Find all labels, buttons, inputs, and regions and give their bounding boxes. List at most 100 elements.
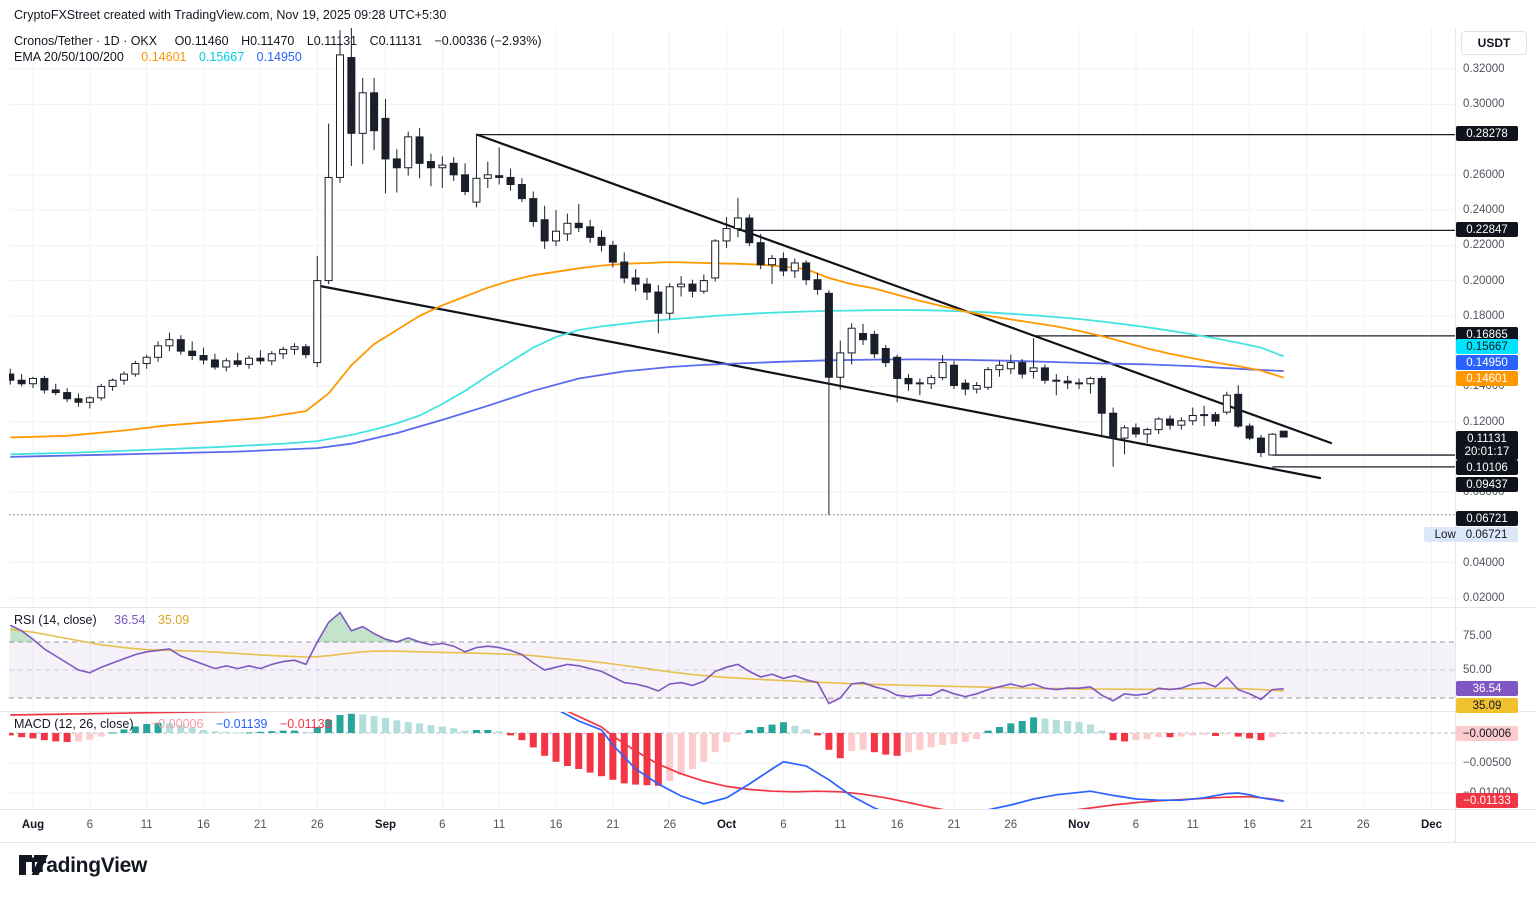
- macd-histogram-bar: [143, 724, 151, 733]
- time-day-label: 21: [253, 819, 267, 831]
- candle: [1245, 423, 1254, 441]
- macd-histogram-bar: [393, 720, 401, 733]
- macd-histogram-bar: [1007, 723, 1015, 733]
- macd-histogram-bar: [1155, 733, 1163, 738]
- candle: [279, 346, 288, 360]
- candle: [961, 379, 970, 396]
- ema20-line: [10, 261, 1284, 439]
- candle: [1166, 415, 1174, 430]
- candle: [677, 276, 686, 297]
- macd-histogram-bar: [188, 727, 196, 733]
- candle: [85, 396, 94, 409]
- macd-histogram-bar: [563, 733, 571, 766]
- ema-legend-label: EMA 20/50/100/200: [14, 50, 124, 64]
- macd-histogram-bar: [63, 733, 71, 742]
- candle: [17, 374, 26, 387]
- candle: [233, 352, 242, 368]
- candle: [1234, 385, 1243, 428]
- macd-histogram-bar: [472, 730, 480, 733]
- candle: [415, 128, 424, 179]
- macd-histogram-bar: [734, 733, 742, 735]
- rsi-tick-label: 50.00: [1463, 664, 1492, 676]
- macd-histogram-bar: [836, 733, 844, 759]
- time-day-label: 6: [780, 819, 787, 831]
- macd-histogram-bar: [768, 724, 776, 733]
- macd-histogram-bar: [802, 729, 810, 733]
- macd-value-badge: −0.01133: [1456, 793, 1518, 808]
- macd-histogram-bar: [1280, 733, 1288, 734]
- macd-histogram-bar: [222, 731, 230, 733]
- candle: [847, 323, 856, 365]
- candle: [949, 360, 958, 390]
- macd-histogram-bar: [688, 733, 696, 769]
- macd-histogram-bar: [859, 733, 867, 750]
- ema50-value: 0.15667: [198, 50, 245, 64]
- low-value: 0.06721: [1465, 528, 1508, 541]
- macd-histogram-bar: [723, 733, 731, 742]
- price-level-badge: 0.28278: [1456, 126, 1518, 141]
- symbol-legend[interactable]: Cronos/Tether · 1D · OKX O0.11460 H0.114…: [14, 34, 550, 48]
- main-price-pane: [9, 28, 1455, 516]
- macd-histogram-bar: [552, 733, 560, 762]
- currency-button[interactable]: USDT: [1461, 31, 1527, 55]
- time-day-label: 21: [606, 819, 620, 831]
- candle: [915, 378, 924, 396]
- macd-histogram-bar: [404, 722, 412, 733]
- candle: [165, 332, 174, 352]
- candle: [711, 239, 720, 282]
- candle: [290, 343, 299, 355]
- pane-separator-main-rsi[interactable]: [0, 607, 1536, 608]
- macd-histogram-bar: [416, 723, 424, 733]
- ohlc-open: O0.11460: [174, 34, 229, 48]
- candle: [495, 147, 504, 185]
- price-tick-label: 0.02000: [1463, 591, 1505, 604]
- tradingview-logo[interactable]: TradingView: [18, 854, 147, 878]
- macd-legend[interactable]: MACD (12, 26, close) −0.00006 −0.01139 −…: [14, 717, 341, 731]
- macd-histogram-bar: [598, 733, 605, 777]
- macd-histogram-bar: [1200, 733, 1208, 735]
- time-day-label: 26: [1356, 819, 1370, 831]
- macd-hist-value: −0.00006: [150, 717, 204, 731]
- ema100-line: [10, 358, 1284, 458]
- macd-histogram-bar: [1109, 733, 1117, 741]
- rsi-legend[interactable]: RSI (14, close) 36.54 35.09: [14, 613, 198, 627]
- candle: [597, 230, 606, 252]
- macd-histogram-bar: [700, 733, 708, 762]
- price-level-badge: 0.06721: [1456, 511, 1518, 526]
- candle: [745, 214, 754, 247]
- macd-histogram-bar: [1234, 733, 1242, 737]
- pane-separator-rsi-macd[interactable]: [0, 711, 1536, 712]
- candle: [392, 149, 401, 193]
- macd-histogram-bar: [927, 733, 935, 748]
- time-month-label: Nov: [1068, 819, 1090, 831]
- candle: [1154, 417, 1163, 435]
- macd-histogram-bar: [1257, 733, 1265, 741]
- time-day-label: 11: [140, 819, 153, 831]
- macd-histogram-bar: [575, 733, 583, 769]
- macd-histogram-bar: [109, 732, 117, 734]
- time-day-label: 11: [834, 819, 847, 831]
- macd-histogram-bar: [245, 732, 253, 734]
- candle: [472, 134, 481, 208]
- candle: [1029, 338, 1038, 379]
- macd-histogram-bar: [757, 727, 765, 733]
- candle: [1177, 417, 1186, 430]
- macd-histogram-bar: [529, 733, 537, 748]
- macd-histogram-bar: [745, 730, 753, 733]
- ema-legend[interactable]: EMA 20/50/100/200 0.14601 0.15667 0.1495…: [14, 50, 311, 64]
- price-level-badge: 0.16865: [1456, 327, 1518, 342]
- candle: [119, 371, 128, 385]
- price-axis-border: [1455, 28, 1456, 842]
- macd-histogram-bar: [1143, 733, 1151, 739]
- candle: [563, 213, 572, 241]
- macd-histogram-bar: [18, 733, 26, 738]
- candle: [1018, 359, 1027, 379]
- macd-histogram-bar: [586, 733, 594, 773]
- candle: [1086, 376, 1095, 394]
- candle: [245, 355, 254, 369]
- candle: [642, 277, 651, 300]
- time-day-label: 16: [1243, 819, 1256, 831]
- time-axis-border: [0, 809, 1536, 810]
